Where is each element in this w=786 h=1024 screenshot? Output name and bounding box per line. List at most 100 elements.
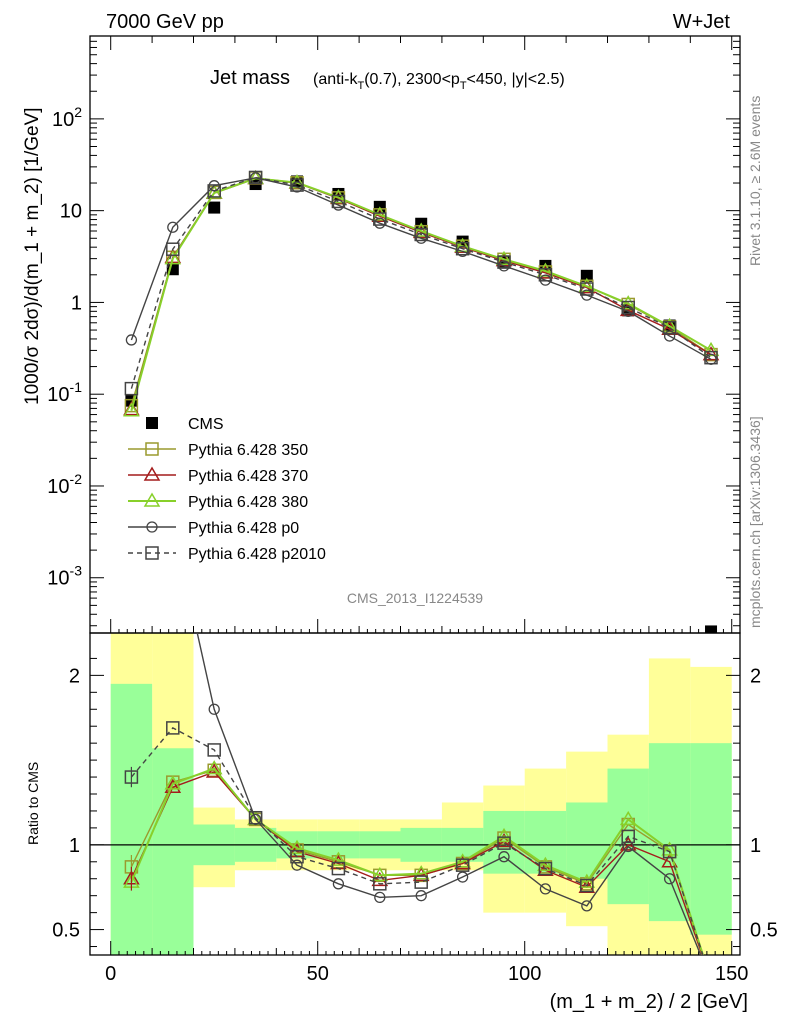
point-p2010 bbox=[331, 194, 346, 209]
point-p2010 bbox=[290, 178, 304, 192]
point-p2010 bbox=[248, 170, 263, 185]
y-tick-label-main: 10-3 bbox=[47, 563, 82, 590]
legend-label-p370: Pythia 6.428 370 bbox=[188, 468, 308, 485]
point-p2010 bbox=[662, 320, 677, 335]
point-p380 bbox=[205, 184, 223, 199]
point-p0 bbox=[126, 230, 136, 240]
legend-label-p350: Pythia 6.428 350 bbox=[188, 442, 308, 459]
point-p0 bbox=[663, 873, 676, 885]
main-panel-series bbox=[123, 169, 720, 633]
point-p380 bbox=[371, 866, 389, 882]
point-p2010 bbox=[373, 877, 387, 891]
y-tick-label-ratio: 2 bbox=[69, 665, 80, 687]
line-p380 bbox=[130, 767, 705, 955]
point-p2010 bbox=[497, 255, 511, 269]
line-p380 bbox=[130, 177, 712, 412]
legend-marker-p350 bbox=[145, 442, 159, 456]
line-p370 bbox=[130, 771, 703, 955]
x-tick-label: 100 bbox=[508, 963, 541, 985]
line-p0 bbox=[196, 633, 702, 955]
point-p380 bbox=[288, 839, 306, 854]
legend-label-data: CMS bbox=[188, 416, 224, 433]
point-p2010 bbox=[580, 282, 594, 296]
point-p0 bbox=[663, 330, 676, 342]
point-p2010 bbox=[704, 350, 718, 365]
point-p0 bbox=[456, 245, 469, 258]
point-p380 bbox=[619, 810, 637, 826]
y-tick-label-main: 102 bbox=[52, 104, 82, 131]
point-p2010 bbox=[207, 184, 221, 198]
point-p380 bbox=[495, 827, 513, 843]
point-p0 bbox=[498, 851, 510, 863]
header-right: W+Jet bbox=[673, 11, 731, 33]
point-p2010 bbox=[373, 212, 387, 226]
header-left: 7000 GeV pp bbox=[106, 11, 224, 33]
point-p370 bbox=[702, 346, 720, 361]
legend-label-p0: Pythia 6.428 p0 bbox=[188, 520, 299, 537]
point-p0 bbox=[332, 878, 345, 890]
point-p380 bbox=[495, 250, 513, 266]
point-p2010 bbox=[248, 810, 263, 825]
legend-label-p380: Pythia 6.428 380 bbox=[188, 494, 308, 511]
point-p380 bbox=[661, 841, 678, 856]
y-tick-label-ratio-right: 1 bbox=[750, 835, 761, 857]
legend-marker-p380 bbox=[143, 492, 161, 507]
point-p380 bbox=[164, 775, 182, 790]
line-p2010 bbox=[130, 727, 704, 955]
plot-title-detail: (anti-kT(0.7), 2300<pT<450, |y|<2.5) bbox=[313, 71, 565, 92]
point-p0 bbox=[622, 840, 634, 853]
point-p380 bbox=[578, 873, 596, 888]
point-p380 bbox=[537, 262, 554, 277]
series-p0-main bbox=[125, 172, 717, 365]
point-p380 bbox=[412, 222, 430, 237]
band-inner-bin bbox=[690, 743, 732, 935]
point-p370 bbox=[495, 832, 513, 848]
point-p370 bbox=[164, 778, 182, 793]
point-p2010 bbox=[166, 721, 180, 735]
point-p2010 bbox=[124, 381, 139, 396]
point-p0 bbox=[622, 305, 634, 317]
point-p2010 bbox=[580, 878, 594, 893]
point-p380 bbox=[330, 189, 347, 204]
point-p0 bbox=[374, 217, 386, 229]
point-p0 bbox=[332, 199, 345, 211]
line-p0 bbox=[130, 177, 712, 360]
y-tick-label-main: 10-2 bbox=[47, 471, 82, 498]
x-tick-label: 0 bbox=[105, 963, 116, 985]
x-tick-label: 150 bbox=[715, 963, 748, 985]
point-p380 bbox=[123, 402, 140, 417]
point-p0 bbox=[125, 334, 138, 346]
y-tick-label-ratio: 1 bbox=[69, 835, 80, 857]
point-p0 bbox=[291, 859, 303, 871]
series-p2010-main bbox=[124, 170, 718, 396]
point-p2010 bbox=[455, 241, 470, 256]
plot-title-main: Jet mass bbox=[210, 67, 290, 89]
point-p370 bbox=[371, 871, 389, 887]
point-p2010 bbox=[538, 268, 553, 282]
y-axis-label-main: 1000/σ 2dσ)/d(m_1 + m_2) [1/GeV] bbox=[22, 107, 43, 405]
point-p380 bbox=[371, 206, 389, 221]
point-data bbox=[705, 625, 718, 633]
point-p2010 bbox=[414, 227, 428, 242]
series-p2010-ratio bbox=[124, 721, 704, 955]
legend-marker-data bbox=[146, 417, 158, 429]
point-p380 bbox=[330, 851, 347, 866]
band-inner-bin bbox=[566, 802, 608, 879]
point-p0 bbox=[498, 260, 510, 272]
y-tick-label-main: 1 bbox=[71, 292, 82, 314]
point-p2010 bbox=[538, 861, 553, 876]
y-tick-label-ratio-right: 2 bbox=[750, 665, 761, 687]
ratio-uncertainty-bands bbox=[110, 633, 732, 955]
point-p2010 bbox=[290, 849, 304, 864]
y-axis-label-ratio: Ratio to CMS bbox=[25, 762, 41, 845]
y-tick-label-ratio-right: 0.5 bbox=[750, 920, 778, 942]
point-p2010 bbox=[621, 829, 635, 844]
point-p0 bbox=[374, 891, 386, 904]
legend: CMS Pythia 6.428 350 Pythia 6.428 370 Pythi… bbox=[128, 416, 326, 563]
point-p2010 bbox=[662, 844, 677, 859]
series-p0-ratio bbox=[126, 230, 702, 955]
point-p0 bbox=[208, 703, 220, 715]
point-p0 bbox=[167, 221, 179, 233]
